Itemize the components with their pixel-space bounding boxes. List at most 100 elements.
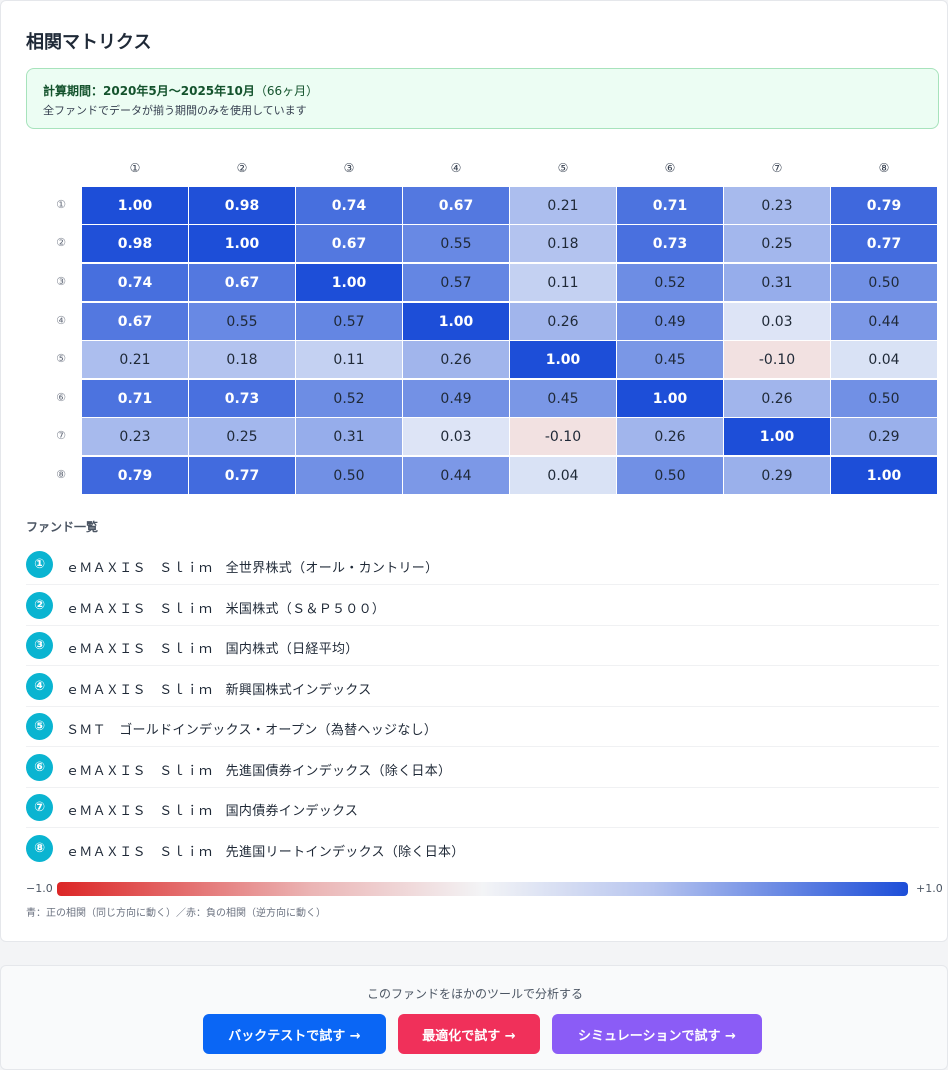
period-note: 全ファンドでデータが揃う期間のみを使用しています	[43, 104, 307, 117]
matrix-row-header: ③	[56, 275, 66, 288]
matrix-cell: 0.71	[617, 187, 723, 224]
matrix-row-header: ②	[56, 236, 66, 249]
matrix-cell: 0.21	[82, 341, 188, 378]
fund-badge: ⑧	[26, 835, 53, 862]
fund-list-item: ② ｅＭＡＸＩＳ Ｓｌｉｍ 米国株式（Ｓ＆Ｐ５００）	[26, 586, 939, 626]
matrix-cell: 0.55	[403, 225, 509, 262]
matrix-col-header: ⑦	[771, 161, 783, 175]
backtest-button[interactable]: バックテストで試す →	[203, 1014, 386, 1054]
matrix-cell: -0.10	[724, 341, 830, 378]
matrix-cell: 0.98	[189, 187, 295, 224]
matrix-row-header: ④	[56, 314, 66, 327]
fund-list-item: ⑤ ＳＭＴ ゴールドインデックス・オープン（為替ヘッジなし）	[26, 707, 939, 747]
matrix-row-header: ⑧	[56, 468, 66, 481]
fund-list-item: ③ ｅＭＡＸＩＳ Ｓｌｉｍ 国内株式（日経平均）	[26, 626, 939, 666]
matrix-cell: 0.11	[296, 341, 402, 378]
matrix-cell: 0.73	[617, 225, 723, 262]
cta-panel: このファンドをほかのツールで分析する バックテストで試す → 最適化で試す → …	[0, 965, 948, 1070]
matrix-cell: 0.44	[403, 457, 509, 494]
fund-name: ｅＭＡＸＩＳ Ｓｌｉｍ 先進国債券インデックス（除く日本）	[66, 764, 452, 779]
matrix-cell: 0.77	[189, 457, 295, 494]
matrix-cell: 1.00	[510, 341, 616, 378]
fund-badge: ⑦	[26, 794, 53, 821]
matrix-cell: 0.55	[189, 303, 295, 340]
matrix-cell: 0.57	[296, 303, 402, 340]
optimize-button[interactable]: 最適化で試す →	[398, 1014, 540, 1054]
correlation-card: 相関マトリクス 計算期間：2020年5月〜2025年10月（66ヶ月） 全ファン…	[0, 0, 948, 942]
matrix-cell: 0.21	[510, 187, 616, 224]
fund-list-item: ⑦ ｅＭＡＸＩＳ Ｓｌｉｍ 国内債券インデックス	[26, 788, 939, 828]
matrix-cell: 0.29	[831, 418, 937, 455]
matrix-cell: 0.98	[82, 225, 188, 262]
matrix-cell: 1.00	[403, 303, 509, 340]
period-line: 計算期間：2020年5月〜2025年10月（66ヶ月）	[43, 82, 318, 99]
matrix-cell: 0.25	[189, 418, 295, 455]
period-months: （66ヶ月）	[254, 84, 319, 98]
matrix-cell: 0.49	[617, 303, 723, 340]
matrix-row-header: ⑥	[56, 391, 66, 404]
matrix-row-header: ⑤	[56, 352, 66, 365]
fund-list-item: ⑥ ｅＭＡＸＩＳ Ｓｌｉｍ 先進国債券インデックス（除く日本）	[26, 748, 939, 788]
matrix-cell: 0.50	[296, 457, 402, 494]
matrix-cell: 0.31	[296, 418, 402, 455]
simulation-button[interactable]: シミュレーションで試す →	[552, 1014, 762, 1054]
fund-list-item: ① ｅＭＡＸＩＳ Ｓｌｉｍ 全世界株式（オール・カントリー）	[26, 545, 939, 585]
matrix-cell: 0.45	[617, 341, 723, 378]
matrix-cell: 0.74	[296, 187, 402, 224]
matrix-cell: 0.50	[831, 380, 937, 417]
fund-name: ｅＭＡＸＩＳ Ｓｌｉｍ 米国株式（Ｓ＆Ｐ５００）	[66, 602, 386, 617]
matrix-cell: 0.50	[831, 264, 937, 301]
fund-badge: ③	[26, 632, 53, 659]
matrix-cell: 0.11	[510, 264, 616, 301]
matrix-cell: 0.23	[724, 187, 830, 224]
matrix-cell: 0.03	[403, 418, 509, 455]
fund-name: ｅＭＡＸＩＳ Ｓｌｉｍ 国内債券インデックス	[66, 804, 359, 819]
matrix-cell: 0.67	[82, 303, 188, 340]
matrix-cell: 0.03	[724, 303, 830, 340]
fund-list-item: ④ ｅＭＡＸＩＳ Ｓｌｉｍ 新興国株式インデックス	[26, 667, 939, 707]
card-title: 相関マトリクス	[26, 32, 152, 53]
matrix-cell: 0.79	[831, 187, 937, 224]
matrix-cell: 1.00	[831, 457, 937, 494]
matrix-cell: 0.26	[617, 418, 723, 455]
fund-name: ｅＭＡＸＩＳ Ｓｌｉｍ 先進国リートインデックス（除く日本）	[66, 845, 465, 860]
matrix-cell: 1.00	[296, 264, 402, 301]
fund-badge: ⑥	[26, 754, 53, 781]
matrix-col-header: ③	[343, 161, 355, 175]
scale-max-label: +1.0	[916, 882, 943, 895]
matrix-cell: 0.67	[296, 225, 402, 262]
matrix-cell: 0.74	[82, 264, 188, 301]
matrix-cell: 0.57	[403, 264, 509, 301]
fund-badge: ④	[26, 673, 53, 700]
matrix-cell: 0.04	[510, 457, 616, 494]
matrix-cell: 0.26	[403, 341, 509, 378]
matrix-cell: 1.00	[724, 418, 830, 455]
matrix-cell: 0.04	[831, 341, 937, 378]
matrix-cell: 0.67	[189, 264, 295, 301]
fund-list-title: ファンド一覧	[26, 520, 99, 534]
matrix-cell: 0.29	[724, 457, 830, 494]
matrix-col-header: ⑤	[557, 161, 569, 175]
matrix-cell: 0.31	[724, 264, 830, 301]
matrix-cell: 1.00	[617, 380, 723, 417]
fund-name: ｅＭＡＸＩＳ Ｓｌｉｍ 全世界株式（オール・カントリー）	[66, 561, 439, 576]
fund-name: ｅＭＡＸＩＳ Ｓｌｉｍ 国内株式（日経平均）	[66, 642, 359, 657]
cta-text: このファンドをほかのツールで分析する	[366, 987, 583, 1001]
fund-list-item: ⑧ ｅＭＡＸＩＳ Ｓｌｉｍ 先進国リートインデックス（除く日本）	[26, 829, 939, 869]
matrix-col-header: ①	[129, 161, 141, 175]
matrix-cell: 0.44	[831, 303, 937, 340]
matrix-cell: 0.25	[724, 225, 830, 262]
fund-badge: ⑤	[26, 713, 53, 740]
matrix-cell: 0.49	[403, 380, 509, 417]
color-scale-bar	[57, 882, 908, 896]
matrix-cell: 0.71	[82, 380, 188, 417]
fund-badge: ①	[26, 551, 53, 578]
matrix-cell: 0.45	[510, 380, 616, 417]
matrix-row-header: ⑦	[56, 429, 66, 442]
matrix-cell: 0.26	[724, 380, 830, 417]
matrix-cell: -0.10	[510, 418, 616, 455]
matrix-cell: 0.18	[510, 225, 616, 262]
matrix-col-header: ⑧	[878, 161, 890, 175]
matrix-col-header: ④	[450, 161, 462, 175]
matrix-cell: 0.79	[82, 457, 188, 494]
